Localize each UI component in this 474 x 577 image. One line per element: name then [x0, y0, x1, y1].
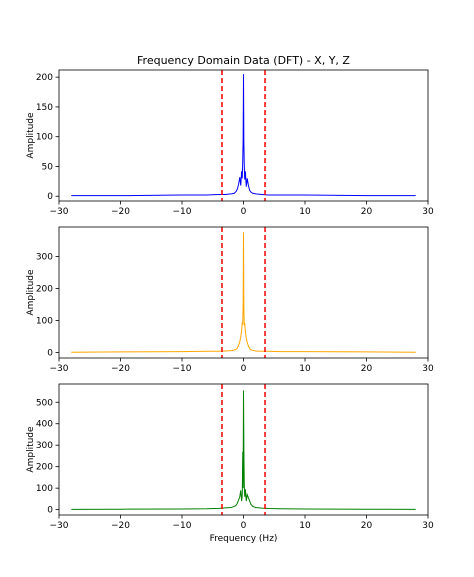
x-tick-label: −30 — [50, 364, 69, 374]
x-tick-label: −20 — [111, 207, 130, 217]
chart-title: Frequency Domain Data (DFT) - X, Y, Z — [137, 54, 350, 67]
y-tick-label: 500 — [36, 398, 53, 408]
x-tick-label: 20 — [361, 521, 373, 531]
x-axis-label: Frequency (Hz) — [210, 534, 278, 544]
x-tick-label: 0 — [241, 521, 247, 531]
y-tick-label: 300 — [36, 252, 53, 262]
x-tick-label: 10 — [299, 364, 311, 374]
x-tick-label: 20 — [361, 364, 373, 374]
subplot-3: −30 −20 −10 0 10 20 300100200300400500Amplitud… — [26, 383, 434, 544]
x-tick-label: −10 — [173, 207, 192, 217]
y-tick-label: 100 — [36, 133, 53, 143]
y-axis-label: Amplitude — [26, 269, 36, 316]
y-tick-label: 300 — [36, 441, 53, 451]
series-line-1 — [71, 74, 416, 197]
y-axis-label: Amplitude — [26, 112, 36, 159]
subplot-1: −30 −20 −10 0 10 20 30 0 50 100 150 200 Amplitude Fre… — [26, 54, 434, 217]
series-line-1 — [71, 232, 416, 353]
x-tick-label: −20 — [111, 364, 130, 374]
x-tick-label: 30 — [422, 364, 434, 374]
x-tick-label: 10 — [299, 207, 311, 217]
x-tick-label: −10 — [173, 521, 192, 531]
x-tick-label: 20 — [361, 207, 373, 217]
x-tick-label: 0 — [241, 207, 247, 217]
y-tick-label: 0 — [47, 349, 53, 359]
x-tick-label: −30 — [50, 207, 69, 217]
y-tick-label: 150 — [36, 103, 53, 113]
y-tick-label: 0 — [47, 192, 53, 202]
x-tick-label: 30 — [422, 207, 434, 217]
y-axis-label: Amplitude — [26, 426, 36, 473]
x-tick-label: 30 — [422, 521, 434, 531]
y-tick-label: 100 — [36, 317, 53, 327]
x-tick-label: 0 — [241, 364, 247, 374]
x-tick-label: −10 — [173, 364, 192, 374]
x-tick-label: 10 — [299, 521, 311, 531]
y-tick-label: 200 — [36, 284, 53, 294]
y-tick-label: 400 — [36, 420, 53, 430]
y-tick-label: 200 — [36, 463, 53, 473]
y-tick-label: 200 — [36, 73, 53, 83]
series-line-1 — [71, 390, 416, 510]
y-tick-label: 0 — [47, 506, 53, 516]
x-tick-label: −20 — [111, 521, 130, 531]
y-tick-label: 50 — [42, 162, 54, 172]
y-tick-label: 100 — [36, 484, 53, 494]
x-tick-label: −30 — [50, 521, 69, 531]
